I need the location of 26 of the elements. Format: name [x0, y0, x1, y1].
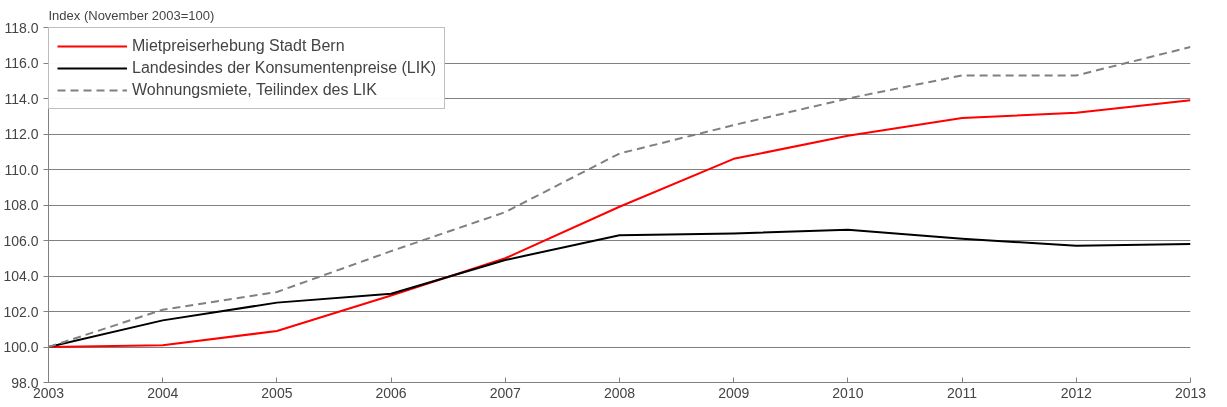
x-tick-label: 2013	[1174, 384, 1207, 401]
y-tick-label: 112.0	[4, 126, 39, 142]
x-tick-label: 2010	[832, 384, 864, 401]
x-tick-label: 2012	[1060, 384, 1093, 401]
y-tick-label: 100.0	[3, 339, 39, 355]
x-tick-label: 2011	[947, 384, 978, 401]
y-tick-label: 110.0	[4, 161, 39, 178]
y-tick-label: 104.0	[3, 268, 39, 284]
line-series	[48, 228, 1191, 348]
x-tick-label: 2004	[147, 384, 179, 401]
y-tick-label: 108.0	[3, 197, 39, 213]
y-tick-label: 118.0	[4, 19, 39, 36]
y-tick-label: 114.0	[4, 90, 39, 107]
legend-label: Mietpreiserhebung Stadt Bern	[132, 37, 345, 55]
legend-label: Wohnungsmiete, Teilindex des LIK	[132, 81, 377, 99]
x-tick-label: 2006	[375, 384, 407, 401]
y-tick-label: 102.0	[3, 303, 39, 320]
y-tick-label: 106.0	[3, 232, 39, 249]
legend-label: Landesindes der Konsumentenpreise (LIK)	[132, 59, 437, 77]
x-tick-label: 2008	[603, 384, 636, 401]
x-tick-label: 2005	[261, 384, 293, 401]
x-tick-label: 2009	[718, 384, 750, 401]
x-tick-label: 2007	[489, 384, 522, 401]
y-tick-label: 116.0	[4, 55, 39, 71]
y-axis-title: Index (November 2003=100)	[48, 7, 215, 23]
line-series	[48, 99, 1191, 348]
